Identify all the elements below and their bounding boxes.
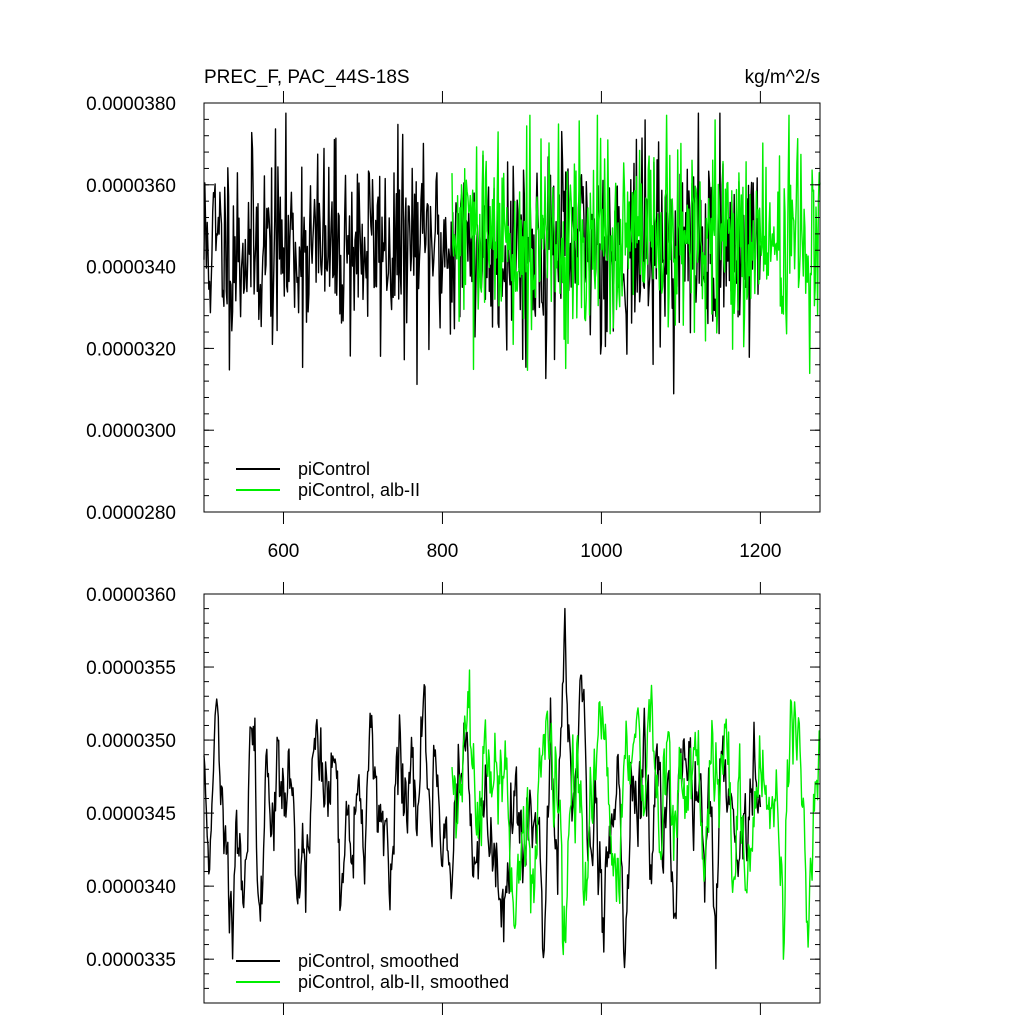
y-tick-label: 0.0000340 [86,258,176,279]
x-tick-label: 1000 [580,541,622,562]
top-plot-panel: 0.0000280 0.0000300 0.0000320 0.0000340 0.00… [86,91,821,562]
x-tick-label: 800 [427,541,459,562]
y-tick-label: 0.0000345 [86,804,176,825]
series-line-0-1 [451,114,821,375]
y-tick-label: 0.0000300 [86,421,176,442]
top-plot-frame [203,102,821,513]
legend-label-albii-smoothed: piControl, alb-II, smoothed [298,972,509,992]
x-tick-label: 600 [268,541,300,562]
bottom-plot-panel: 0.0000335 0.0000340 0.0000345 0.0000350 0.00… [86,582,821,1015]
legend-label-picontrol-smoothed: piControl, smoothed [298,951,459,971]
y-tick-label: 0.0000350 [86,731,176,752]
top-series-group [203,112,821,395]
top-axis-ticks: 0.0000280 0.0000300 0.0000320 0.0000340 0.00… [86,91,820,562]
y-tick-label: 0.0000320 [86,339,176,360]
legend-label-albii: piControl, alb-II [298,480,420,500]
bottom-legend: piControl, smoothed piControl, alb-II, s… [236,951,509,992]
top-panel-title: PREC_F, PAC_44S-18S [204,67,410,88]
y-tick-label: 0.0000355 [86,658,176,679]
bottom-series-group [203,607,821,970]
legend-label-picontrol: piControl [298,459,370,479]
y-tick-label: 0.0000380 [86,94,176,115]
y-tick-label: 0.0000335 [86,950,176,971]
top-panel-units: kg/m^2/s [745,67,820,88]
y-tick-label: 0.0000360 [86,585,176,606]
bottom-axis-ticks: 0.0000335 0.0000340 0.0000345 0.0000350 0.00… [86,582,820,1015]
x-tick-label: 1200 [739,541,781,562]
top-legend: piControl piControl, alb-II [236,459,420,500]
series-line-1-1 [451,669,821,960]
y-tick-label: 0.0000360 [86,176,176,197]
y-tick-label: 0.0000280 [86,503,176,524]
y-tick-label: 0.0000340 [86,877,176,898]
